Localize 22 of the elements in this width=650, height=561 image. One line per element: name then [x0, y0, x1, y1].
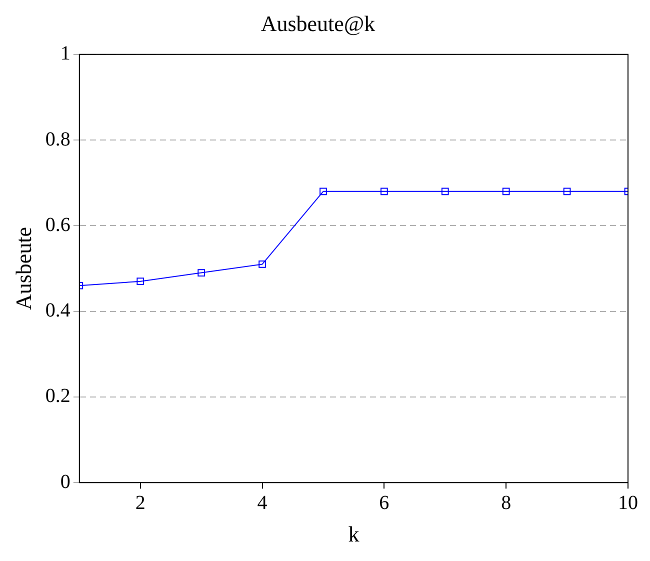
- y-tick-label: 1: [60, 42, 70, 65]
- point: [320, 188, 327, 196]
- point: [563, 188, 571, 196]
- x-axis-title: k: [348, 522, 360, 547]
- point: [502, 188, 510, 196]
- x-tick-label: 6: [379, 492, 390, 514]
- point: [441, 188, 449, 196]
- y-axis-title: Ausbeute: [10, 226, 36, 310]
- x-tick-label: 8: [501, 492, 512, 514]
- point: [258, 260, 266, 268]
- x-tick-label: 2: [135, 492, 146, 514]
- point: [136, 278, 144, 286]
- y-tick-label: 0.4: [45, 300, 70, 322]
- x-tick-label: 4: [257, 492, 268, 514]
- y-tick-label: 0.2: [45, 385, 70, 408]
- chart-title: Ausbeute@k: [260, 10, 376, 36]
- point: [198, 269, 205, 276]
- x-tick-label: 10: [618, 492, 638, 514]
- y-tick-label: 0.6: [45, 214, 70, 236]
- y-tick-label: 0: [60, 470, 70, 493]
- y-tick-label: 0.8: [45, 128, 70, 150]
- point: [380, 188, 388, 196]
